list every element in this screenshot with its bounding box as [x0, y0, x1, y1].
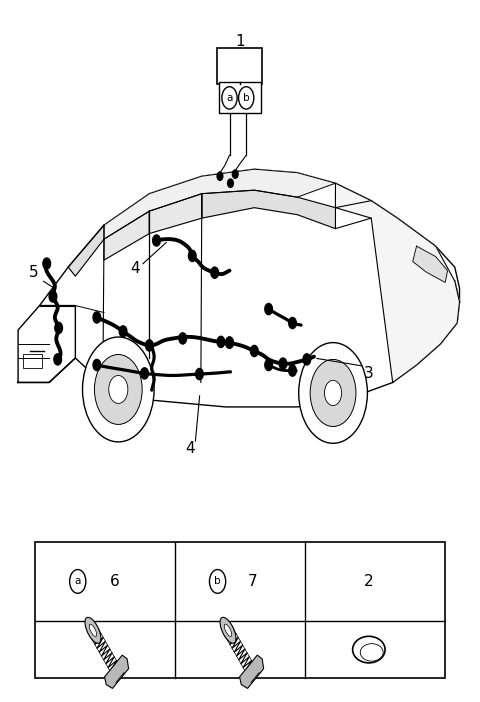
Circle shape — [55, 322, 62, 333]
Circle shape — [119, 326, 127, 337]
Circle shape — [226, 337, 233, 348]
Circle shape — [189, 251, 196, 262]
Circle shape — [54, 354, 61, 365]
Bar — [218, 83, 262, 113]
Circle shape — [226, 337, 233, 348]
Circle shape — [179, 333, 187, 344]
Ellipse shape — [85, 617, 101, 643]
Text: 4: 4 — [185, 442, 195, 456]
Circle shape — [141, 368, 148, 379]
Circle shape — [217, 336, 225, 347]
Text: a: a — [74, 576, 81, 586]
Polygon shape — [18, 305, 75, 383]
Polygon shape — [104, 211, 149, 260]
Circle shape — [299, 343, 367, 443]
Circle shape — [303, 354, 311, 365]
Polygon shape — [336, 183, 459, 383]
Circle shape — [288, 317, 296, 329]
Circle shape — [83, 337, 154, 442]
Bar — [23, 355, 42, 369]
Ellipse shape — [220, 617, 236, 643]
Text: 3: 3 — [364, 366, 374, 381]
Text: 1: 1 — [235, 34, 245, 48]
Circle shape — [310, 359, 356, 427]
Text: 2: 2 — [364, 574, 373, 589]
Polygon shape — [413, 246, 447, 282]
Circle shape — [324, 380, 342, 406]
Polygon shape — [68, 225, 104, 276]
Ellipse shape — [224, 624, 232, 637]
Polygon shape — [202, 190, 336, 229]
Circle shape — [251, 345, 258, 357]
Circle shape — [288, 365, 296, 376]
Circle shape — [43, 258, 50, 269]
Circle shape — [95, 355, 142, 425]
Circle shape — [196, 369, 203, 380]
Circle shape — [232, 170, 238, 178]
Text: b: b — [243, 93, 250, 103]
Text: b: b — [214, 576, 221, 586]
Circle shape — [145, 340, 153, 351]
Polygon shape — [105, 655, 129, 689]
Circle shape — [217, 172, 223, 180]
Bar — [35, 542, 445, 678]
Circle shape — [265, 303, 273, 314]
Polygon shape — [18, 169, 459, 383]
Text: 6: 6 — [109, 574, 120, 589]
Circle shape — [279, 358, 287, 369]
Polygon shape — [104, 169, 336, 239]
Circle shape — [153, 235, 160, 246]
Circle shape — [49, 291, 57, 302]
Polygon shape — [149, 194, 202, 234]
Text: 4: 4 — [130, 261, 140, 276]
Ellipse shape — [89, 624, 96, 637]
Bar — [217, 48, 263, 84]
Circle shape — [228, 179, 233, 187]
Circle shape — [109, 376, 128, 404]
Text: 5: 5 — [29, 265, 39, 280]
Circle shape — [93, 312, 101, 323]
Circle shape — [265, 359, 273, 371]
Polygon shape — [240, 655, 264, 689]
Circle shape — [93, 359, 101, 371]
Text: 7: 7 — [248, 574, 257, 589]
Circle shape — [211, 267, 218, 278]
Text: a: a — [226, 93, 233, 103]
